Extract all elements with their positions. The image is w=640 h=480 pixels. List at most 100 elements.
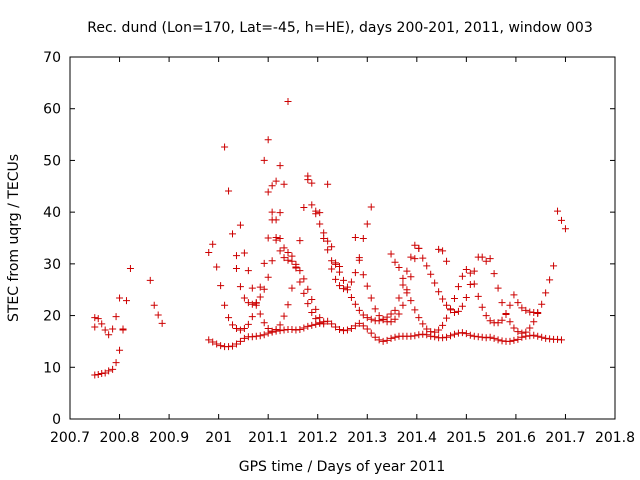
data-point	[284, 256, 292, 264]
data-point	[498, 337, 506, 345]
data-point	[296, 237, 304, 245]
data-point	[213, 263, 221, 271]
data-point	[494, 284, 502, 292]
data-point	[236, 337, 244, 345]
data-point	[470, 267, 478, 275]
data-point	[264, 188, 272, 196]
data-point	[268, 182, 276, 190]
data-point	[431, 279, 439, 287]
data-point	[462, 330, 470, 338]
data-point	[439, 295, 447, 303]
data-point	[221, 143, 229, 151]
data-point	[332, 259, 340, 267]
x-tick-label: 201.1	[248, 430, 288, 446]
data-point	[347, 293, 355, 301]
x-tick-label: 201.5	[446, 430, 486, 446]
data-point	[395, 263, 403, 271]
data-point	[339, 285, 347, 293]
data-point	[252, 299, 260, 307]
data-point	[359, 322, 367, 330]
data-point	[542, 334, 550, 342]
data-point	[431, 328, 439, 336]
data-point	[450, 330, 458, 338]
data-point	[407, 332, 415, 340]
y-tick-label: 0	[52, 412, 61, 428]
data-point	[494, 319, 502, 327]
data-point	[538, 333, 546, 341]
data-point	[514, 335, 522, 343]
data-point	[94, 315, 102, 323]
data-point	[526, 332, 534, 340]
data-point	[435, 245, 443, 253]
data-point	[320, 235, 328, 243]
data-point	[359, 271, 367, 279]
data-point	[240, 334, 248, 342]
data-point	[205, 336, 213, 344]
data-point	[470, 280, 478, 288]
data-point	[395, 310, 403, 318]
data-point	[154, 311, 162, 319]
data-point	[474, 292, 482, 300]
data-point	[395, 294, 403, 302]
data-point	[554, 207, 562, 215]
data-point	[296, 326, 304, 334]
data-point	[439, 247, 447, 255]
data-point	[236, 326, 244, 334]
data-point	[328, 257, 336, 265]
data-point	[280, 244, 288, 252]
data-point	[91, 323, 99, 331]
data-point	[514, 328, 522, 336]
data-point	[526, 324, 534, 332]
data-point	[423, 325, 431, 333]
data-point	[387, 250, 395, 258]
x-axis-label: GPS time / Days of year 2011	[239, 459, 446, 475]
data-point	[284, 97, 292, 105]
data-point	[447, 305, 455, 313]
data-point	[371, 333, 379, 341]
data-point	[557, 216, 565, 224]
data-point	[158, 319, 166, 327]
data-point	[328, 320, 336, 328]
data-point	[268, 257, 276, 265]
data-point	[324, 237, 332, 245]
data-point	[466, 331, 474, 339]
data-point	[98, 320, 106, 328]
x-tick-label: 201.8	[595, 430, 635, 446]
data-point	[391, 315, 399, 323]
data-point	[264, 136, 272, 144]
data-point	[419, 254, 427, 262]
data-point	[466, 281, 474, 289]
data-point	[494, 336, 502, 344]
data-point	[260, 319, 268, 327]
data-point	[304, 322, 312, 330]
data-point	[276, 321, 284, 329]
data-point	[407, 297, 415, 305]
data-point	[260, 156, 268, 164]
data-point	[336, 282, 344, 290]
data-point	[312, 315, 320, 323]
data-point	[478, 333, 486, 341]
data-point	[292, 326, 300, 334]
data-point	[506, 337, 514, 345]
data-point	[280, 254, 288, 262]
data-point	[248, 313, 256, 321]
data-point	[363, 314, 371, 322]
data-point	[486, 333, 494, 341]
data-point	[205, 248, 213, 256]
data-point	[439, 321, 447, 329]
data-point	[534, 308, 542, 316]
data-point	[379, 316, 387, 324]
data-point	[244, 299, 252, 307]
data-point	[146, 276, 154, 284]
data-point	[343, 286, 351, 294]
data-point	[284, 248, 292, 256]
data-point	[367, 329, 375, 337]
data-point	[510, 336, 518, 344]
data-point	[232, 252, 240, 260]
data-point	[229, 342, 237, 350]
data-point	[272, 233, 280, 241]
data-point	[268, 208, 276, 216]
y-tick-label: 70	[43, 50, 61, 66]
y-tick-label: 50	[43, 153, 61, 169]
